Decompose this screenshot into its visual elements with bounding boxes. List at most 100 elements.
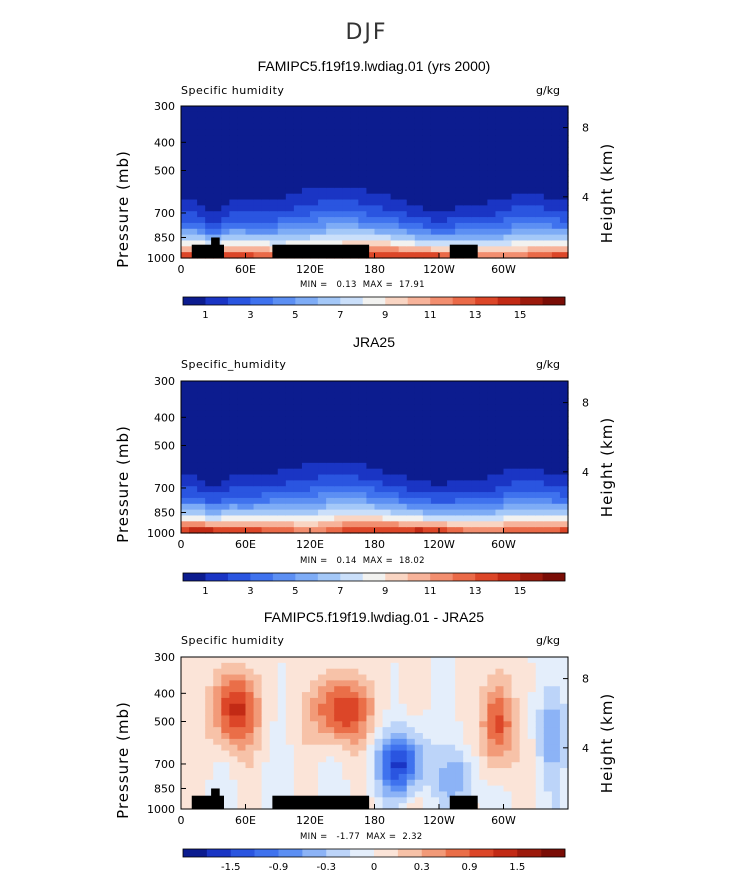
heatmap-cell [310, 779, 319, 787]
heatmap-cell [543, 427, 553, 435]
heatmap-cell [382, 129, 392, 136]
heatmap-cell [301, 439, 311, 446]
heatmap-cell [318, 480, 327, 487]
heatmap-cell [310, 228, 319, 236]
heatmap-cell [422, 697, 432, 705]
heatmap-cell [261, 686, 271, 693]
heatmap-cell [406, 451, 416, 458]
heatmap-cell [390, 439, 400, 446]
heatmap-cell [181, 750, 190, 757]
heatmap-cell [326, 744, 335, 752]
heatmap-cell [245, 386, 255, 394]
heatmap-cell [430, 715, 440, 722]
heatmap-cell [447, 228, 456, 236]
colorbar-swatch [541, 849, 566, 857]
heatmap-cell [503, 439, 513, 446]
heatmap-cell [430, 439, 440, 446]
heatmap-cell [414, 135, 424, 142]
heatmap-cell [503, 141, 513, 148]
heatmap-cell [527, 433, 537, 441]
heatmap-cell [326, 692, 335, 699]
heatmap-cell [439, 427, 448, 435]
heatmap-cell [350, 791, 359, 798]
heatmap-cell [479, 217, 488, 224]
heatmap-cell [261, 492, 271, 499]
heatmap-cell [310, 762, 319, 769]
heatmap-cell [374, 773, 384, 781]
heatmap-cell [277, 211, 287, 218]
heatmap-cell [293, 686, 303, 693]
heatmap-cell [293, 474, 303, 481]
heatmap-cell [406, 762, 416, 769]
heatmap-cell [447, 692, 456, 699]
heatmap-cell [197, 170, 206, 177]
heatmap-cell [511, 744, 521, 752]
heatmap-cell [326, 715, 335, 722]
heatmap-cell [269, 416, 279, 423]
heatmap-cell [495, 457, 505, 464]
heatmap-cell [559, 141, 569, 148]
heatmap-cell [197, 433, 206, 441]
heatmap-cell [358, 733, 368, 740]
heatmap-cell [455, 404, 464, 411]
heatmap-cell [310, 697, 319, 705]
heatmap-cell [455, 457, 464, 464]
heatmap-cell [301, 668, 311, 676]
heatmap-cell [269, 205, 279, 212]
heatmap-cell [471, 410, 480, 417]
heatmap-cell [511, 398, 521, 405]
heatmap-cell [487, 123, 497, 130]
heatmap-cell [374, 680, 384, 687]
max-value: 17.91 [399, 280, 425, 290]
heatmap-cell [503, 246, 513, 253]
heatmap-cell [350, 240, 359, 247]
heatmap-cell [543, 692, 553, 699]
heatmap-cell [439, 246, 448, 253]
heatmap-cell [463, 152, 472, 160]
heatmap-cell [559, 480, 569, 487]
heatmap-cell [535, 135, 545, 142]
heatmap-cell [269, 187, 279, 195]
colorbar-label: -0.3 [316, 862, 336, 873]
heatmap-cell [398, 404, 408, 411]
heatmap-cell [310, 135, 319, 142]
heatmap-cell [261, 164, 271, 171]
heatmap-cell [237, 662, 247, 670]
heatmap-cell [519, 158, 529, 166]
heatmap-cell [229, 433, 239, 441]
heatmap-cell [189, 416, 198, 423]
heatmap-cell [398, 182, 408, 189]
heatmap-cell [455, 146, 464, 154]
heatmap-cell [197, 727, 206, 734]
heatmap-cell [511, 146, 521, 154]
colorbar-label: -0.9 [269, 862, 289, 873]
heatmap-cell [189, 187, 198, 195]
heatmap-cell [430, 474, 440, 481]
heatmap-cell [495, 398, 505, 405]
heatmap-cell [229, 205, 239, 212]
heatmap-cell [527, 416, 537, 423]
heatmap-cell [406, 152, 416, 160]
heatmap-cell [559, 674, 569, 681]
heatmap-cell [487, 404, 497, 411]
heatmap-cell [503, 205, 513, 212]
heatmap-cell [366, 386, 376, 394]
heatmap-cell [543, 416, 553, 423]
colorbar-swatch [430, 573, 453, 581]
heatmap-cell [350, 141, 359, 148]
heatmap-cell [527, 738, 537, 746]
heatmap-cell [390, 129, 400, 136]
heatmap-cell [471, 152, 480, 160]
heatmap-cell [447, 492, 456, 499]
heatmap-cell [511, 768, 521, 775]
heatmap-cell [455, 187, 464, 195]
heatmap-cell [471, 222, 480, 230]
heatmap-cell [398, 750, 408, 757]
heatmap-cell [455, 152, 464, 160]
heatmap-cell [519, 135, 529, 142]
heatmap-cell [334, 123, 343, 130]
colorbar-swatch [452, 297, 476, 305]
heatmap-cell [551, 111, 561, 119]
heatmap-cell [463, 715, 472, 722]
